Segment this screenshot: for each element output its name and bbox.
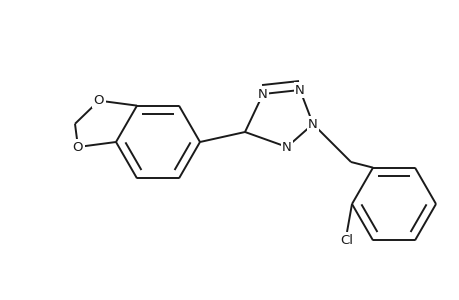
Text: N: N <box>281 140 291 154</box>
Text: N: N <box>295 83 304 97</box>
Text: N: N <box>308 118 317 130</box>
Text: N: N <box>257 88 267 100</box>
Text: Cl: Cl <box>340 233 353 247</box>
Text: O: O <box>73 140 83 154</box>
Text: O: O <box>94 94 104 107</box>
